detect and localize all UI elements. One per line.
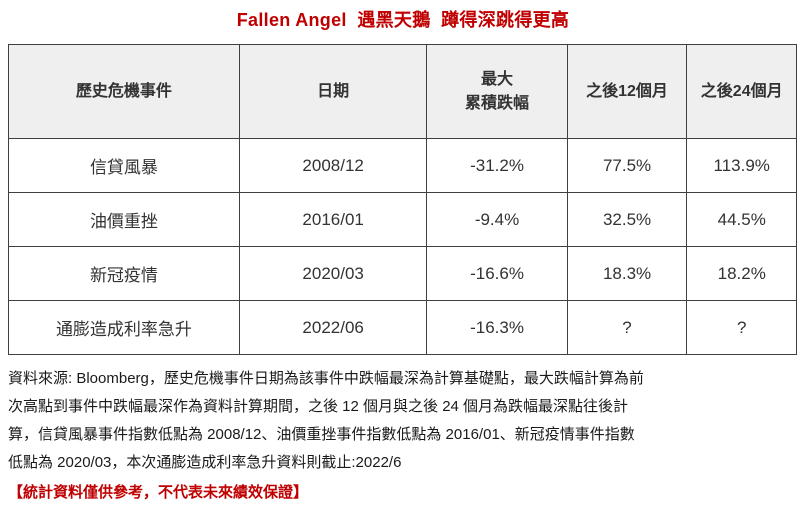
cell-after-24m: 113.9% <box>686 138 797 193</box>
cell-event: 油價重挫 <box>8 192 240 247</box>
col-header-after-24m: 之後24個月 <box>686 44 797 139</box>
cell-after-12m: ? <box>566 300 688 355</box>
cell-date: 2016/01 <box>238 192 428 247</box>
table-row-covid: 新冠疫情 2020/03 -16.6% 18.3% 18.2% <box>8 246 797 301</box>
crisis-events-table: 歷史危機事件 日期 最大 累積跌幅 之後12個月 之後24個月 信貸風暴 200… <box>8 44 797 355</box>
col-header-after-12m: 之後12個月 <box>566 44 688 139</box>
cell-date: 2020/03 <box>238 246 428 301</box>
cell-after-12m: 18.3% <box>566 246 688 301</box>
cell-date: 2022/06 <box>238 300 428 355</box>
disclaimer: 【統計資料僅供參考，不代表未來績效保證】 <box>8 484 309 501</box>
table-row-inflation-rate-hike: 通膨造成利率急升 2022/06 -16.3% ? ? <box>8 300 797 355</box>
cell-max-drawdown: -16.6% <box>426 246 568 301</box>
footnote-line: 低點為 2020/03，本次通膨造成利率急升資料則截止:2022/6 <box>8 454 402 471</box>
cell-after-12m: 32.5% <box>566 192 688 247</box>
cell-after-12m: 77.5% <box>566 138 688 193</box>
col-header-max-drawdown: 最大 累積跌幅 <box>426 44 568 139</box>
cell-max-drawdown: -31.2% <box>426 138 568 193</box>
cell-max-drawdown: -9.4% <box>426 192 568 247</box>
cell-event: 信貸風暴 <box>8 138 240 193</box>
footnote-line: 次高點到事件中跌幅最深作為資料計算期間，之後 12 個月與之後 24 個月為跌幅… <box>8 398 629 415</box>
col-header-event: 歷史危機事件 <box>8 44 240 139</box>
cell-event: 通膨造成利率急升 <box>8 300 240 355</box>
cell-after-24m: 44.5% <box>686 192 797 247</box>
cell-after-24m: 18.2% <box>686 246 797 301</box>
cell-event: 新冠疫情 <box>8 246 240 301</box>
page-title: Fallen Angel 遇黑天鵝 蹲得深跳得更高 <box>236 10 570 30</box>
table-row-credit-crisis: 信貸風暴 2008/12 -31.2% 77.5% 113.9% <box>8 138 797 193</box>
cell-after-24m: ? <box>686 300 797 355</box>
cell-max-drawdown: -16.3% <box>426 300 568 355</box>
col-header-date: 日期 <box>238 44 428 139</box>
table-row-oil-crash: 油價重挫 2016/01 -9.4% 32.5% 44.5% <box>8 192 797 247</box>
footnote-line: 資料來源: Bloomberg，歷史危機事件日期為該事件中跌幅最深為計算基礎點，… <box>8 370 644 387</box>
footnote-line: 算，信貸風暴事件指數低點為 2008/12、油價重挫事件指數低點為 2016/0… <box>8 426 635 443</box>
cell-date: 2008/12 <box>238 138 428 193</box>
table-header-row: 歷史危機事件 日期 最大 累積跌幅 之後12個月 之後24個月 <box>8 44 797 139</box>
footnote: 資料來源: Bloomberg，歷史危機事件日期為該事件中跌幅最深為計算基礎點，… <box>8 365 798 507</box>
